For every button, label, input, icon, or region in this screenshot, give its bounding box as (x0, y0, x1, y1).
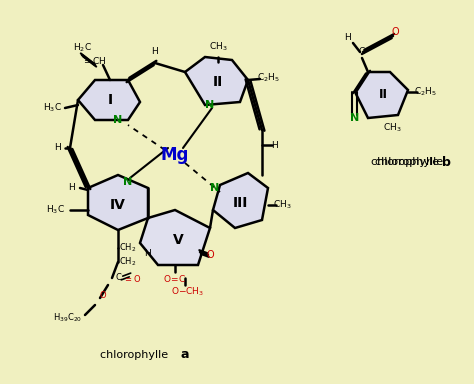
Text: CH$_3$: CH$_3$ (209, 41, 228, 53)
Text: H$_3$C: H$_3$C (43, 102, 62, 114)
Text: II: II (379, 88, 388, 101)
Polygon shape (355, 72, 408, 118)
Text: chlorophylle: chlorophylle (371, 157, 443, 167)
Text: H: H (345, 33, 351, 43)
Text: O$\!=\!$C: O$\!=\!$C (164, 273, 186, 283)
Text: $\!\!=$CH: $\!\!=$CH (84, 55, 106, 66)
Polygon shape (140, 210, 210, 265)
Text: Mg: Mg (161, 146, 189, 164)
Text: H: H (272, 141, 278, 149)
Text: N: N (123, 177, 133, 187)
Text: N: N (210, 183, 219, 193)
Text: N: N (205, 100, 215, 110)
Text: N: N (350, 113, 360, 123)
Text: C$_2$H$_5$: C$_2$H$_5$ (256, 72, 280, 84)
Text: H$_3$C: H$_3$C (46, 204, 64, 216)
Text: H: H (69, 184, 75, 192)
Text: C: C (115, 273, 121, 283)
Text: II: II (213, 75, 223, 89)
Text: O: O (206, 250, 214, 260)
Text: III: III (232, 196, 248, 210)
Text: IV: IV (110, 198, 126, 212)
Text: C$_2$H$_5$: C$_2$H$_5$ (413, 86, 437, 98)
Polygon shape (88, 175, 148, 230)
Text: a: a (181, 349, 189, 361)
Text: b: b (442, 156, 450, 169)
Polygon shape (185, 57, 248, 105)
Text: I: I (108, 93, 112, 107)
Text: CH$_3$: CH$_3$ (383, 122, 401, 134)
Text: O: O (391, 27, 399, 37)
Text: $=$O: $=$O (123, 273, 141, 283)
Text: CH$_3$: CH$_3$ (273, 199, 292, 211)
Text: H: H (145, 248, 151, 258)
Text: H: H (152, 48, 158, 56)
Text: O: O (100, 291, 106, 301)
Text: N: N (113, 115, 123, 125)
Text: C: C (359, 48, 365, 56)
Polygon shape (213, 173, 268, 228)
Text: O$-$CH$_3$: O$-$CH$_3$ (172, 286, 205, 298)
Polygon shape (78, 80, 140, 120)
Text: H$_{39}$C$_{20}$: H$_{39}$C$_{20}$ (54, 312, 82, 324)
Text: chlorophylle: chlorophylle (375, 157, 447, 167)
Text: H: H (55, 144, 61, 152)
Text: CH$_2$: CH$_2$ (119, 256, 137, 268)
Text: H$_2$C: H$_2$C (73, 42, 91, 54)
Text: chlorophylle: chlorophylle (100, 350, 172, 360)
Text: V: V (173, 233, 183, 247)
Text: CH$_2$: CH$_2$ (119, 242, 137, 254)
